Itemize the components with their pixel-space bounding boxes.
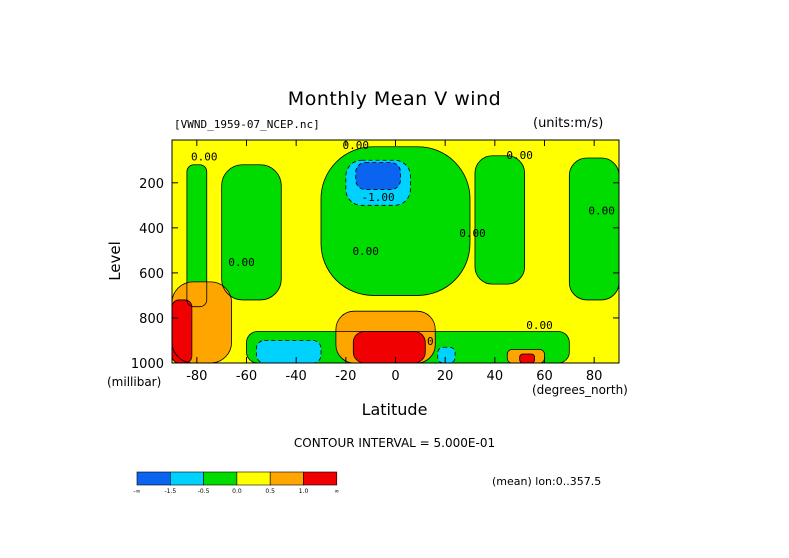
y-tick-label-1: 400 (139, 222, 164, 237)
x-tick-label-8: 80 (586, 369, 603, 384)
dataset-label: [VWND_1959-07_NCEP.nc] (174, 118, 320, 131)
subset-text: (mean) lon:0..357.5 (492, 475, 602, 488)
units-label: (units:m/s) (533, 116, 604, 131)
contour-line-10 (437, 346, 456, 363)
colorbar-swatch-3 (236, 471, 271, 486)
contour-line-4 (474, 155, 526, 285)
contour-label-5: 0.00 (352, 245, 379, 258)
colorbar-swatch-5 (303, 471, 338, 486)
x-tick-label-7: 60 (536, 369, 553, 384)
x-tick-label-3: -20 (335, 369, 356, 384)
contour-region-9 (256, 340, 321, 363)
contour-label-9: 0 (427, 335, 434, 348)
contour-line-2 (221, 164, 282, 301)
colorbar-label-6: ∞ (334, 488, 339, 495)
contour-line-11 (335, 310, 436, 363)
x-axis-unit: (degrees_north) (532, 383, 628, 397)
contour-region-4 (474, 155, 525, 285)
contour-line-9 (256, 340, 322, 363)
contour-label-1: 0.00 (506, 149, 533, 162)
colorbar-label-0: -∞ (133, 488, 140, 495)
colorbar-swatch-1 (170, 471, 204, 486)
y-axis-unit: (millibar) (107, 375, 162, 389)
contour-label-7: 0.00 (588, 204, 615, 217)
contour-region-8 (355, 162, 401, 190)
y-tick-label-4: 1000 (131, 357, 164, 372)
contour-region-16 (172, 299, 192, 363)
y-tick-label-2: 600 (139, 267, 164, 282)
contour-line-1 (186, 164, 208, 308)
x-tick-label-6: 40 (487, 369, 504, 384)
contour-label-8: 0.00 (526, 319, 553, 332)
contour-region-10 (437, 347, 456, 363)
colorbar-label-1: -1.5 (164, 488, 176, 495)
contour-region-1 (186, 164, 207, 307)
contour-label-2: -1.00 (362, 191, 395, 204)
x-axis-label: Latitude (361, 400, 428, 419)
contour-region-2 (221, 164, 282, 300)
contour-label-4: 0.00 (228, 256, 255, 269)
contour-line-15 (172, 281, 232, 363)
y-tick-label-3: 800 (139, 312, 164, 327)
x-tick-label-5: 20 (437, 369, 454, 384)
contour-region-12 (353, 331, 426, 363)
contour-region-5 (569, 158, 619, 300)
colorbar-swatch-4 (269, 471, 304, 486)
contour-line-13 (506, 349, 545, 363)
contour-line-3 (320, 146, 471, 296)
x-tick-label-0: -80 (186, 369, 207, 384)
y-axis-label: Level (105, 241, 124, 281)
x-tick-label-4: 0 (391, 369, 399, 384)
chart-title: Monthly Mean V wind (287, 88, 502, 110)
contour-label-0: 0.00 (343, 139, 370, 152)
contour-line-12 (352, 331, 426, 363)
contour-line-7 (345, 159, 411, 206)
colorbar-label-4: 0.5 (265, 488, 275, 495)
colorbar-label-3: 0.0 (232, 488, 242, 495)
colorbar-swatch-0 (136, 471, 171, 486)
colorbar-label-2: -0.5 (198, 488, 210, 495)
colorbar-label-5: 1.0 (299, 488, 309, 495)
contour-label-3: 0.00 (191, 150, 218, 163)
contour-label-6: 0.00 (459, 227, 486, 240)
y-tick-label-0: 200 (139, 177, 164, 192)
x-tick-label-1: -60 (236, 369, 257, 384)
contour-region-14 (519, 353, 535, 363)
x-tick-label-2: -40 (286, 369, 307, 384)
contour-line-14 (519, 353, 535, 363)
contour-interval-text: CONTOUR INTERVAL = 5.000E-01 (293, 436, 496, 450)
colorbar-swatch-2 (203, 471, 238, 486)
contour-line-8 (355, 162, 401, 190)
